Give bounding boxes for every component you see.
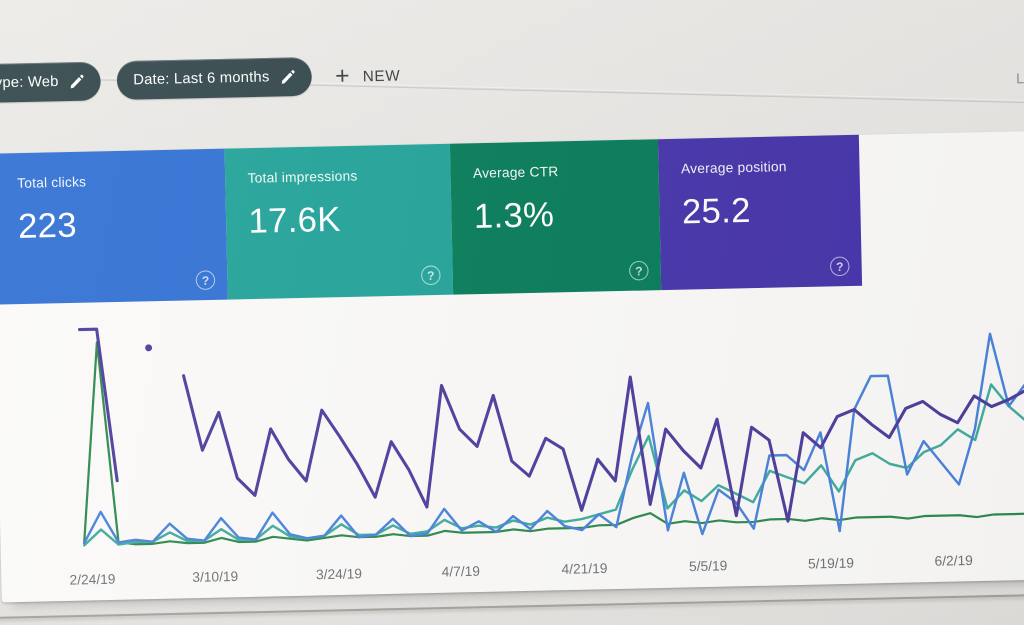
x-axis-label: 6/2/19: [934, 552, 974, 569]
series-ctr-line: [83, 341, 1024, 546]
x-axis-label: 2/24/19: [69, 571, 116, 588]
x-axis-label: 5/19/19: [807, 555, 855, 572]
date-chip-label: Date: Last 6 months: [133, 69, 270, 89]
average-ctr-card[interactable]: Average CTR 1.3% ?: [449, 139, 662, 295]
average-position-value: 25.2: [681, 191, 752, 232]
total-impressions-label: Total impressions: [247, 168, 358, 186]
series-clicks-line: [82, 332, 1024, 545]
top-right-cropped-text: La: [1015, 69, 1024, 87]
average-position-card[interactable]: Average position 25.2 ?: [657, 134, 863, 291]
x-axis-label: 3/24/19: [315, 565, 363, 583]
x-axis-label: 3/10/19: [192, 568, 239, 585]
total-impressions-value: 17.6K: [248, 200, 342, 241]
average-ctr-value: 1.3%: [473, 195, 555, 237]
help-icon[interactable]: ?: [829, 256, 850, 277]
edit-pencil-icon: [70, 74, 84, 88]
performance-report-panel: Total clicks 223 ? Total impressions 17.…: [0, 129, 1024, 603]
total-clicks-label: Total clicks: [16, 174, 87, 191]
series-position-line: [182, 374, 1024, 523]
performance-chart[interactable]: [63, 298, 1024, 568]
x-axis-label: 4/7/19: [441, 563, 481, 580]
help-icon[interactable]: ?: [420, 265, 441, 286]
total-clicks-card[interactable]: Total clicks 223 ?: [0, 148, 228, 305]
x-axis-label: 4/21/19: [561, 560, 608, 577]
new-button-label: NEW: [362, 66, 401, 85]
plus-icon: +: [334, 62, 350, 91]
performance-chart-canvas[interactable]: [63, 298, 1024, 568]
search-type-filter-chip[interactable]: type: Web: [0, 61, 101, 104]
new-filter-button[interactable]: + NEW: [335, 59, 401, 93]
total-clicks-value: 223: [17, 205, 78, 246]
edit-pencil-icon: [281, 69, 295, 84]
help-icon[interactable]: ?: [195, 270, 216, 291]
series-position-point: [145, 344, 153, 352]
date-filter-chip[interactable]: Date: Last 6 months: [116, 56, 312, 100]
average-position-label: Average position: [680, 158, 787, 177]
average-ctr-label: Average CTR: [472, 163, 559, 181]
x-axis-label: 5/5/19: [688, 558, 728, 575]
search-type-chip-label: type: Web: [0, 73, 59, 92]
total-impressions-card[interactable]: Total impressions 17.6K ?: [224, 143, 454, 300]
help-icon[interactable]: ?: [628, 260, 649, 281]
series-position-line: [77, 327, 119, 483]
metric-cards-row: Total clicks 223 ? Total impressions 17.…: [0, 134, 863, 305]
